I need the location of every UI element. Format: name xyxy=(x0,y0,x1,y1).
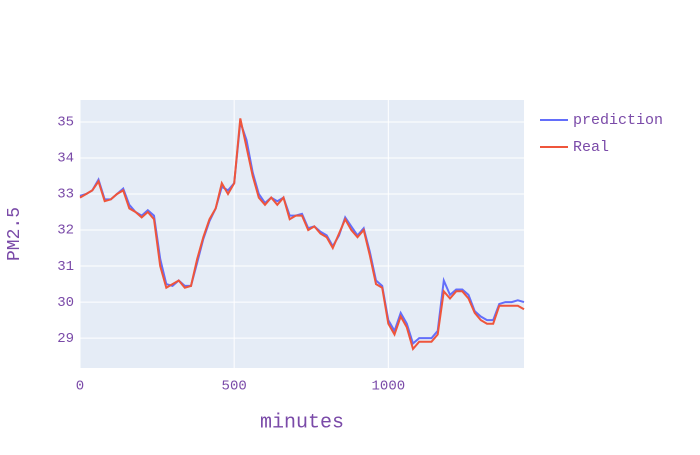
y-tick-label: 31 xyxy=(57,259,74,275)
line-series xyxy=(79,118,525,351)
y-tick-label: 32 xyxy=(57,223,74,239)
x-tick-label: 500 xyxy=(222,379,247,395)
legend-label: prediction xyxy=(573,112,663,129)
y-tick-label: 29 xyxy=(57,331,74,347)
legend-label: Real xyxy=(573,139,609,156)
y-axis-title: PM2.5 xyxy=(5,207,25,261)
line-series xyxy=(79,121,525,346)
x-tick-label: 1000 xyxy=(372,379,406,395)
y-tick-label: 35 xyxy=(57,115,74,131)
y-tick-label: 34 xyxy=(57,151,74,167)
y-tick-label: 30 xyxy=(57,295,74,311)
y-tick-label: 33 xyxy=(57,187,74,203)
x-axis-title: minutes xyxy=(260,411,344,434)
x-tick-label: 0 xyxy=(76,379,84,395)
plot-area xyxy=(80,100,524,368)
